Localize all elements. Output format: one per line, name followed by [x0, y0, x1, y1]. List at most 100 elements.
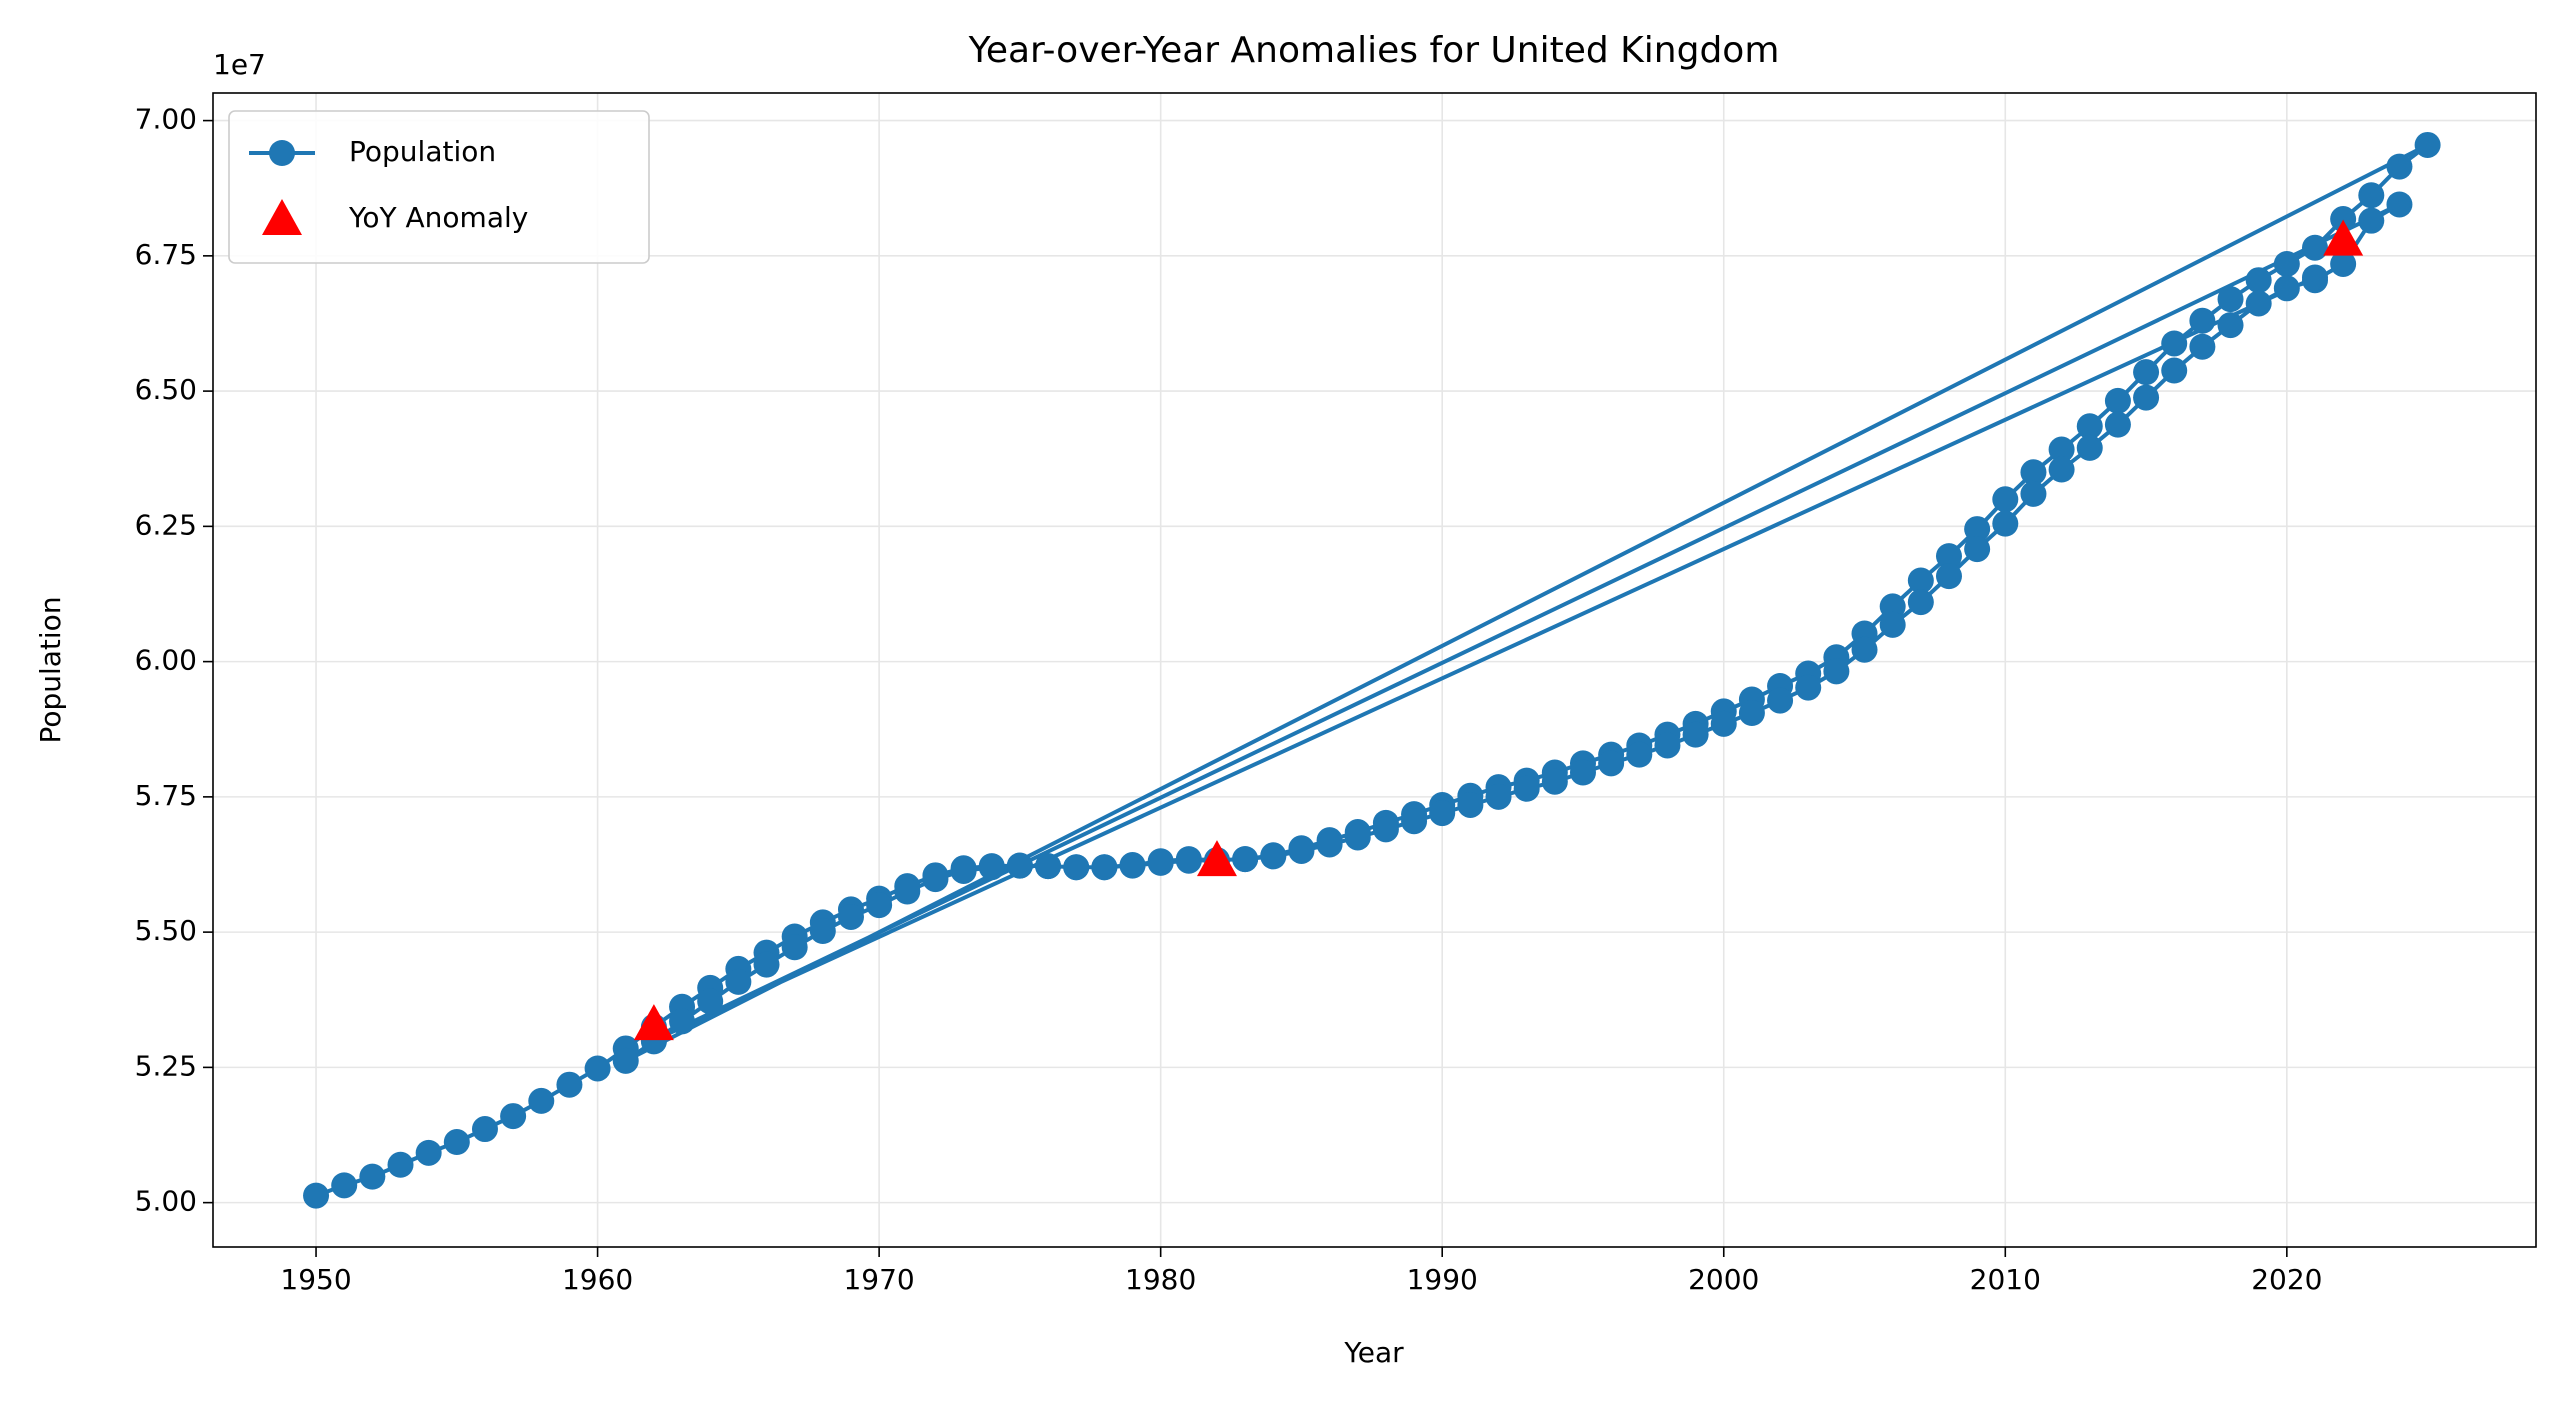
data-point [1429, 800, 1456, 827]
data-point [781, 934, 808, 961]
data-point [809, 918, 836, 945]
data-point [2217, 312, 2244, 339]
data-point [753, 951, 780, 978]
y-tick-label: 6.00 [135, 644, 197, 677]
legend-label: Population [349, 135, 496, 168]
data-point [1879, 611, 1906, 638]
data-point [866, 892, 893, 919]
data-point [1654, 732, 1681, 759]
data-point [387, 1151, 414, 1178]
data-point [303, 1182, 330, 1209]
anomaly-marker [633, 1004, 674, 1041]
data-point [1964, 516, 1991, 543]
legend-marker [262, 199, 302, 235]
data-point [1006, 852, 1033, 879]
data-point [2301, 264, 2328, 291]
data-point [2245, 267, 2272, 294]
data-point [1795, 674, 1822, 701]
data-point [1879, 593, 1906, 620]
data-point [2104, 411, 2131, 438]
data-point [1767, 687, 1794, 714]
data-point [2020, 459, 2047, 486]
data-point [1119, 852, 1146, 879]
x-tick-label: 2000 [1688, 1263, 1759, 1296]
data-point [837, 903, 864, 930]
data-point [1907, 589, 1934, 616]
y-axis-label: Population [34, 596, 67, 743]
data-point [2189, 307, 2216, 334]
data-point [2133, 359, 2160, 386]
data-point [1710, 710, 1737, 737]
anomaly-marker [2323, 219, 2364, 256]
data-point [1907, 567, 1934, 594]
data-point [978, 854, 1005, 881]
anomaly-marker [1196, 840, 1237, 877]
data-point [1485, 783, 1512, 810]
data-point [922, 866, 949, 893]
data-point [1091, 854, 1118, 881]
x-tick-label: 1950 [280, 1263, 351, 1296]
data-point [2189, 333, 2216, 360]
data-point [443, 1129, 470, 1156]
y-tick-label: 6.25 [135, 508, 197, 541]
data-point [2358, 207, 2385, 234]
data-point [1316, 831, 1343, 858]
x-tick-label: 2020 [2251, 1263, 2322, 1296]
data-point [1935, 543, 1962, 570]
data-point [2386, 153, 2413, 180]
legend-marker [269, 140, 295, 166]
y-offset-label: 1e7 [213, 48, 266, 81]
data-point [2330, 250, 2357, 277]
data-point [1541, 768, 1568, 795]
data-point [2048, 456, 2075, 483]
data-point [1457, 791, 1484, 818]
data-point [471, 1116, 498, 1143]
data-point [1288, 837, 1315, 864]
legend-label: YoY Anomaly [348, 201, 528, 234]
data-point [2245, 290, 2272, 317]
data-point [1513, 775, 1540, 802]
data-point [1232, 846, 1259, 873]
data-point [2330, 206, 2357, 233]
data-point [1992, 486, 2019, 513]
data-point [2076, 413, 2103, 440]
data-point [2020, 480, 2047, 507]
data-point [1851, 636, 1878, 663]
data-point [1992, 510, 2019, 537]
y-tick-label: 7.00 [135, 103, 197, 136]
y-tick-label: 5.50 [135, 914, 197, 947]
x-tick-label: 1970 [843, 1263, 914, 1296]
data-line [315, 142, 2430, 1198]
data-point [2161, 330, 2188, 357]
data-point [1935, 563, 1962, 590]
x-tick-label: 1990 [1407, 1263, 1478, 1296]
data-point [697, 988, 724, 1015]
data-point [2273, 275, 2300, 302]
data-point [1964, 536, 1991, 563]
data-point [612, 1047, 639, 1074]
data-point [415, 1139, 442, 1166]
data-point [2217, 286, 2244, 313]
data-point [584, 1055, 611, 1082]
legend-box [228, 110, 650, 264]
data-point [1738, 700, 1765, 727]
data-point [500, 1103, 527, 1130]
data-point [2358, 182, 2385, 209]
data-point [1598, 750, 1625, 777]
data-point [2386, 191, 2413, 218]
data-point [2076, 434, 2103, 461]
data-point [2161, 357, 2188, 384]
data-point [1682, 721, 1709, 748]
data-point [2273, 250, 2300, 277]
data-point [2104, 387, 2131, 414]
data-point [950, 857, 977, 884]
data-point [528, 1087, 555, 1114]
data-point [2133, 384, 2160, 411]
data-point [1147, 849, 1174, 876]
data-point [1626, 741, 1653, 768]
y-tick-label: 5.00 [135, 1185, 197, 1218]
y-tick-label: 5.75 [135, 779, 197, 812]
data-point [1569, 759, 1596, 786]
